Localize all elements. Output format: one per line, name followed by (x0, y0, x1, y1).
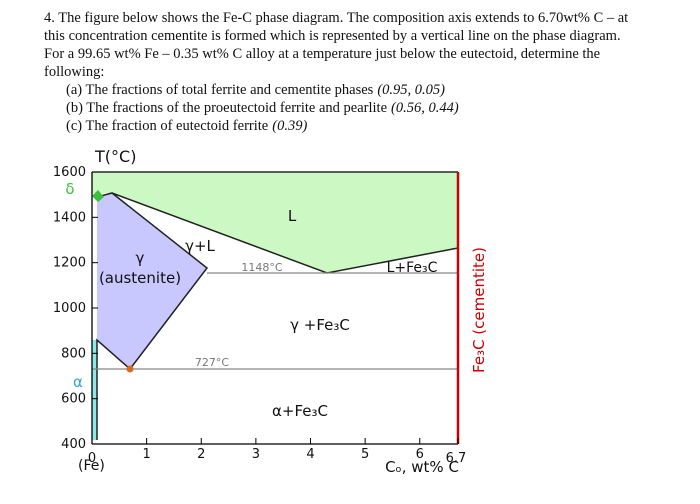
y-tick-label: 800 (61, 346, 86, 361)
region-label: L+Fe₃C (387, 260, 438, 276)
question-item: (b) The fractions of the proeutectoid fe… (66, 100, 459, 116)
temperature-label: 727°C (195, 356, 229, 369)
region-label: γ (136, 249, 145, 267)
y-tick-label: 1600 (53, 165, 86, 180)
item-text: (b) The fractions of the proeutectoid fe… (66, 100, 387, 116)
item-answer: (0.95, 0.05) (377, 82, 445, 98)
temperature-label: 1148°C (241, 261, 282, 274)
question-line: For a 99.65 wt% Fe – 0.35 wt% C alloy at… (44, 46, 600, 62)
y-tick-label: 600 (61, 392, 86, 407)
x-axis-title: Cₒ, wt% C (385, 458, 459, 476)
question-line: following: (44, 64, 104, 80)
question-line: 4. The figure below shows the Fe-C phase… (44, 10, 628, 26)
x-tick-label: 1 (142, 447, 150, 462)
gamma-boundary (96, 192, 209, 440)
region-label: (austenite) (99, 269, 181, 287)
x-tick-label: 3 (252, 447, 260, 462)
region-label: δ (65, 180, 74, 198)
x-tick-label: 2 (197, 447, 205, 462)
question-line: this concentration cementite is formed w… (44, 28, 621, 44)
x-tick-label: 6.7 (446, 451, 467, 466)
item-text: (a) The fractions of total ferrite and c… (66, 82, 374, 98)
x-origin-note: (Fe) (78, 458, 105, 474)
y-tick-label: 1400 (53, 210, 86, 225)
y-tick-label: 1200 (53, 256, 86, 271)
delta-region (92, 190, 104, 202)
question: 4. The figure below shows the Fe-C phase… (44, 10, 628, 134)
cementite-label: Fe₃C (cementite) (470, 247, 488, 373)
question-item: (a) The fractions of total ferrite and c… (66, 82, 445, 98)
item-text: (c) The fraction of eutectoid ferrite (66, 118, 268, 134)
gamma-region (97, 193, 207, 369)
item-answer: (0.39) (272, 118, 307, 134)
y-axis-title: T(°C) (94, 147, 136, 166)
liquid-region (92, 172, 458, 273)
region-label: γ+L (185, 237, 215, 255)
alpha-region (92, 340, 97, 440)
region-label: α+Fe₃C (272, 402, 328, 420)
x-tick-label: 5 (361, 447, 369, 462)
eutectoid-point (126, 365, 134, 373)
y-tick-label: 400 (61, 437, 86, 452)
item-answer: (0.56, 0.44) (391, 100, 459, 116)
region-label: L (288, 207, 297, 225)
y-tick-label: 1000 (53, 301, 86, 316)
region-label: α (73, 373, 83, 391)
question-item: (c) The fraction of eutectoid ferrite (0.… (66, 118, 307, 134)
x-tick-label: 4 (306, 447, 314, 462)
x-tick-label: 0 (88, 451, 96, 466)
phase-diagram: T(°C) L γ+L γ (austenite) L+Fe₃C γ +Fe₃C… (53, 147, 488, 476)
x-tick-label: 6 (416, 447, 424, 462)
region-label: γ +Fe₃C (290, 316, 350, 334)
